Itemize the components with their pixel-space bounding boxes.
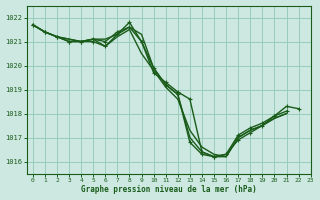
- X-axis label: Graphe pression niveau de la mer (hPa): Graphe pression niveau de la mer (hPa): [81, 185, 257, 194]
